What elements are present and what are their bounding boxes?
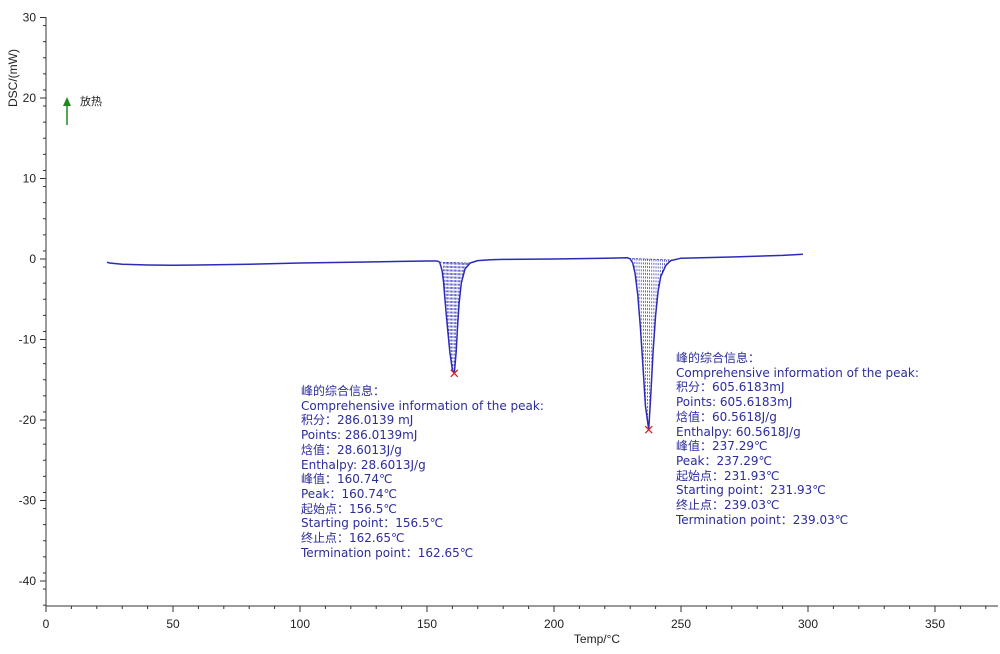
annotation-line: Points: 605.6183mJ bbox=[676, 395, 793, 410]
peak-marker bbox=[450, 369, 459, 378]
y-tick-label: -40 bbox=[19, 574, 37, 588]
annotation-line: Peak：237.29℃ bbox=[676, 453, 772, 468]
annotation-line: 峰值：160.74℃ bbox=[301, 472, 393, 487]
x-tick-label: 300 bbox=[798, 617, 818, 631]
peak-baseline bbox=[439, 261, 471, 264]
y-axis-title: DSC/(mW) bbox=[6, 49, 20, 107]
y-tick-label: 20 bbox=[23, 91, 37, 105]
annotation-line: Peak：160.74℃ bbox=[301, 486, 397, 501]
y-tick-label: -10 bbox=[19, 333, 37, 347]
dsc-curve-group bbox=[106, 253, 803, 431]
annotation-line: 终止点：239.03℃ bbox=[676, 498, 780, 513]
peak-annotation-1: 峰的综合信息： Comprehensive information of the … bbox=[301, 384, 544, 560]
annotation-line: 峰的综合信息： bbox=[676, 351, 761, 365]
peak-marker bbox=[644, 425, 653, 434]
y-tick-label: -30 bbox=[19, 494, 37, 508]
dsc-series-line bbox=[106, 253, 803, 431]
peak-marker-stroke bbox=[450, 369, 459, 378]
annotation-line: 起始点：156.5℃ bbox=[301, 501, 397, 516]
x-tick-label: 350 bbox=[925, 617, 945, 631]
x-tick-label: 150 bbox=[417, 617, 437, 631]
annotation-line: Termination point：239.03℃ bbox=[676, 512, 849, 527]
annotation-line: Comprehensive information of the peak: bbox=[301, 398, 544, 413]
peak-annotation-2: 峰的综合信息： Comprehensive information of the … bbox=[676, 351, 919, 527]
x-tick-label: 0 bbox=[43, 617, 50, 631]
x-tick-label: 50 bbox=[166, 617, 180, 631]
annotation-line: 积分：286.0139 mJ bbox=[301, 413, 414, 428]
annotation-line: Comprehensive information of the peak: bbox=[676, 365, 919, 380]
annotation-line: Enthalpy: 28.6013J/g bbox=[301, 457, 426, 472]
annotation-line: 峰的综合信息： bbox=[301, 384, 386, 398]
y-tick-label: 10 bbox=[23, 172, 37, 186]
annotation-line: Starting point：231.93℃ bbox=[676, 483, 826, 498]
annotation-line: 终止点：162.65℃ bbox=[301, 531, 405, 546]
y-tick-label: 0 bbox=[29, 252, 36, 266]
annotation-line: Points: 286.0139mJ bbox=[301, 428, 418, 443]
x-tick-label: 250 bbox=[671, 617, 691, 631]
x-tick-label: 100 bbox=[290, 617, 310, 631]
peak-markers bbox=[450, 369, 653, 434]
annotation-line: Starting point：156.5℃ bbox=[301, 516, 444, 531]
annotation-line: 起始点：231.93℃ bbox=[676, 468, 780, 483]
peak-baseline bbox=[628, 258, 674, 261]
annotation-line: 焓值：60.5618J/g bbox=[676, 409, 777, 424]
x-tick-label: 200 bbox=[544, 617, 564, 631]
annotation-line: Enthalpy: 60.5618J/g bbox=[676, 424, 801, 439]
exotherm-arrow-head bbox=[63, 97, 71, 106]
annotation-line: 峰值：237.29℃ bbox=[676, 439, 768, 454]
y-tick-label: -20 bbox=[19, 413, 37, 427]
x-axis-title: Temp/°C bbox=[574, 632, 620, 646]
peak-marker-stroke bbox=[644, 425, 653, 434]
exotherm-arrow-group bbox=[63, 97, 71, 125]
annotation-line: Termination point：162.65℃ bbox=[301, 545, 474, 560]
exotherm-label: 放热 bbox=[80, 95, 102, 108]
y-tick-label: 30 bbox=[23, 11, 37, 25]
annotation-line: 焓值：28.6013J/g bbox=[301, 442, 402, 457]
annotation-line: 积分：605.6183mJ bbox=[676, 380, 785, 395]
